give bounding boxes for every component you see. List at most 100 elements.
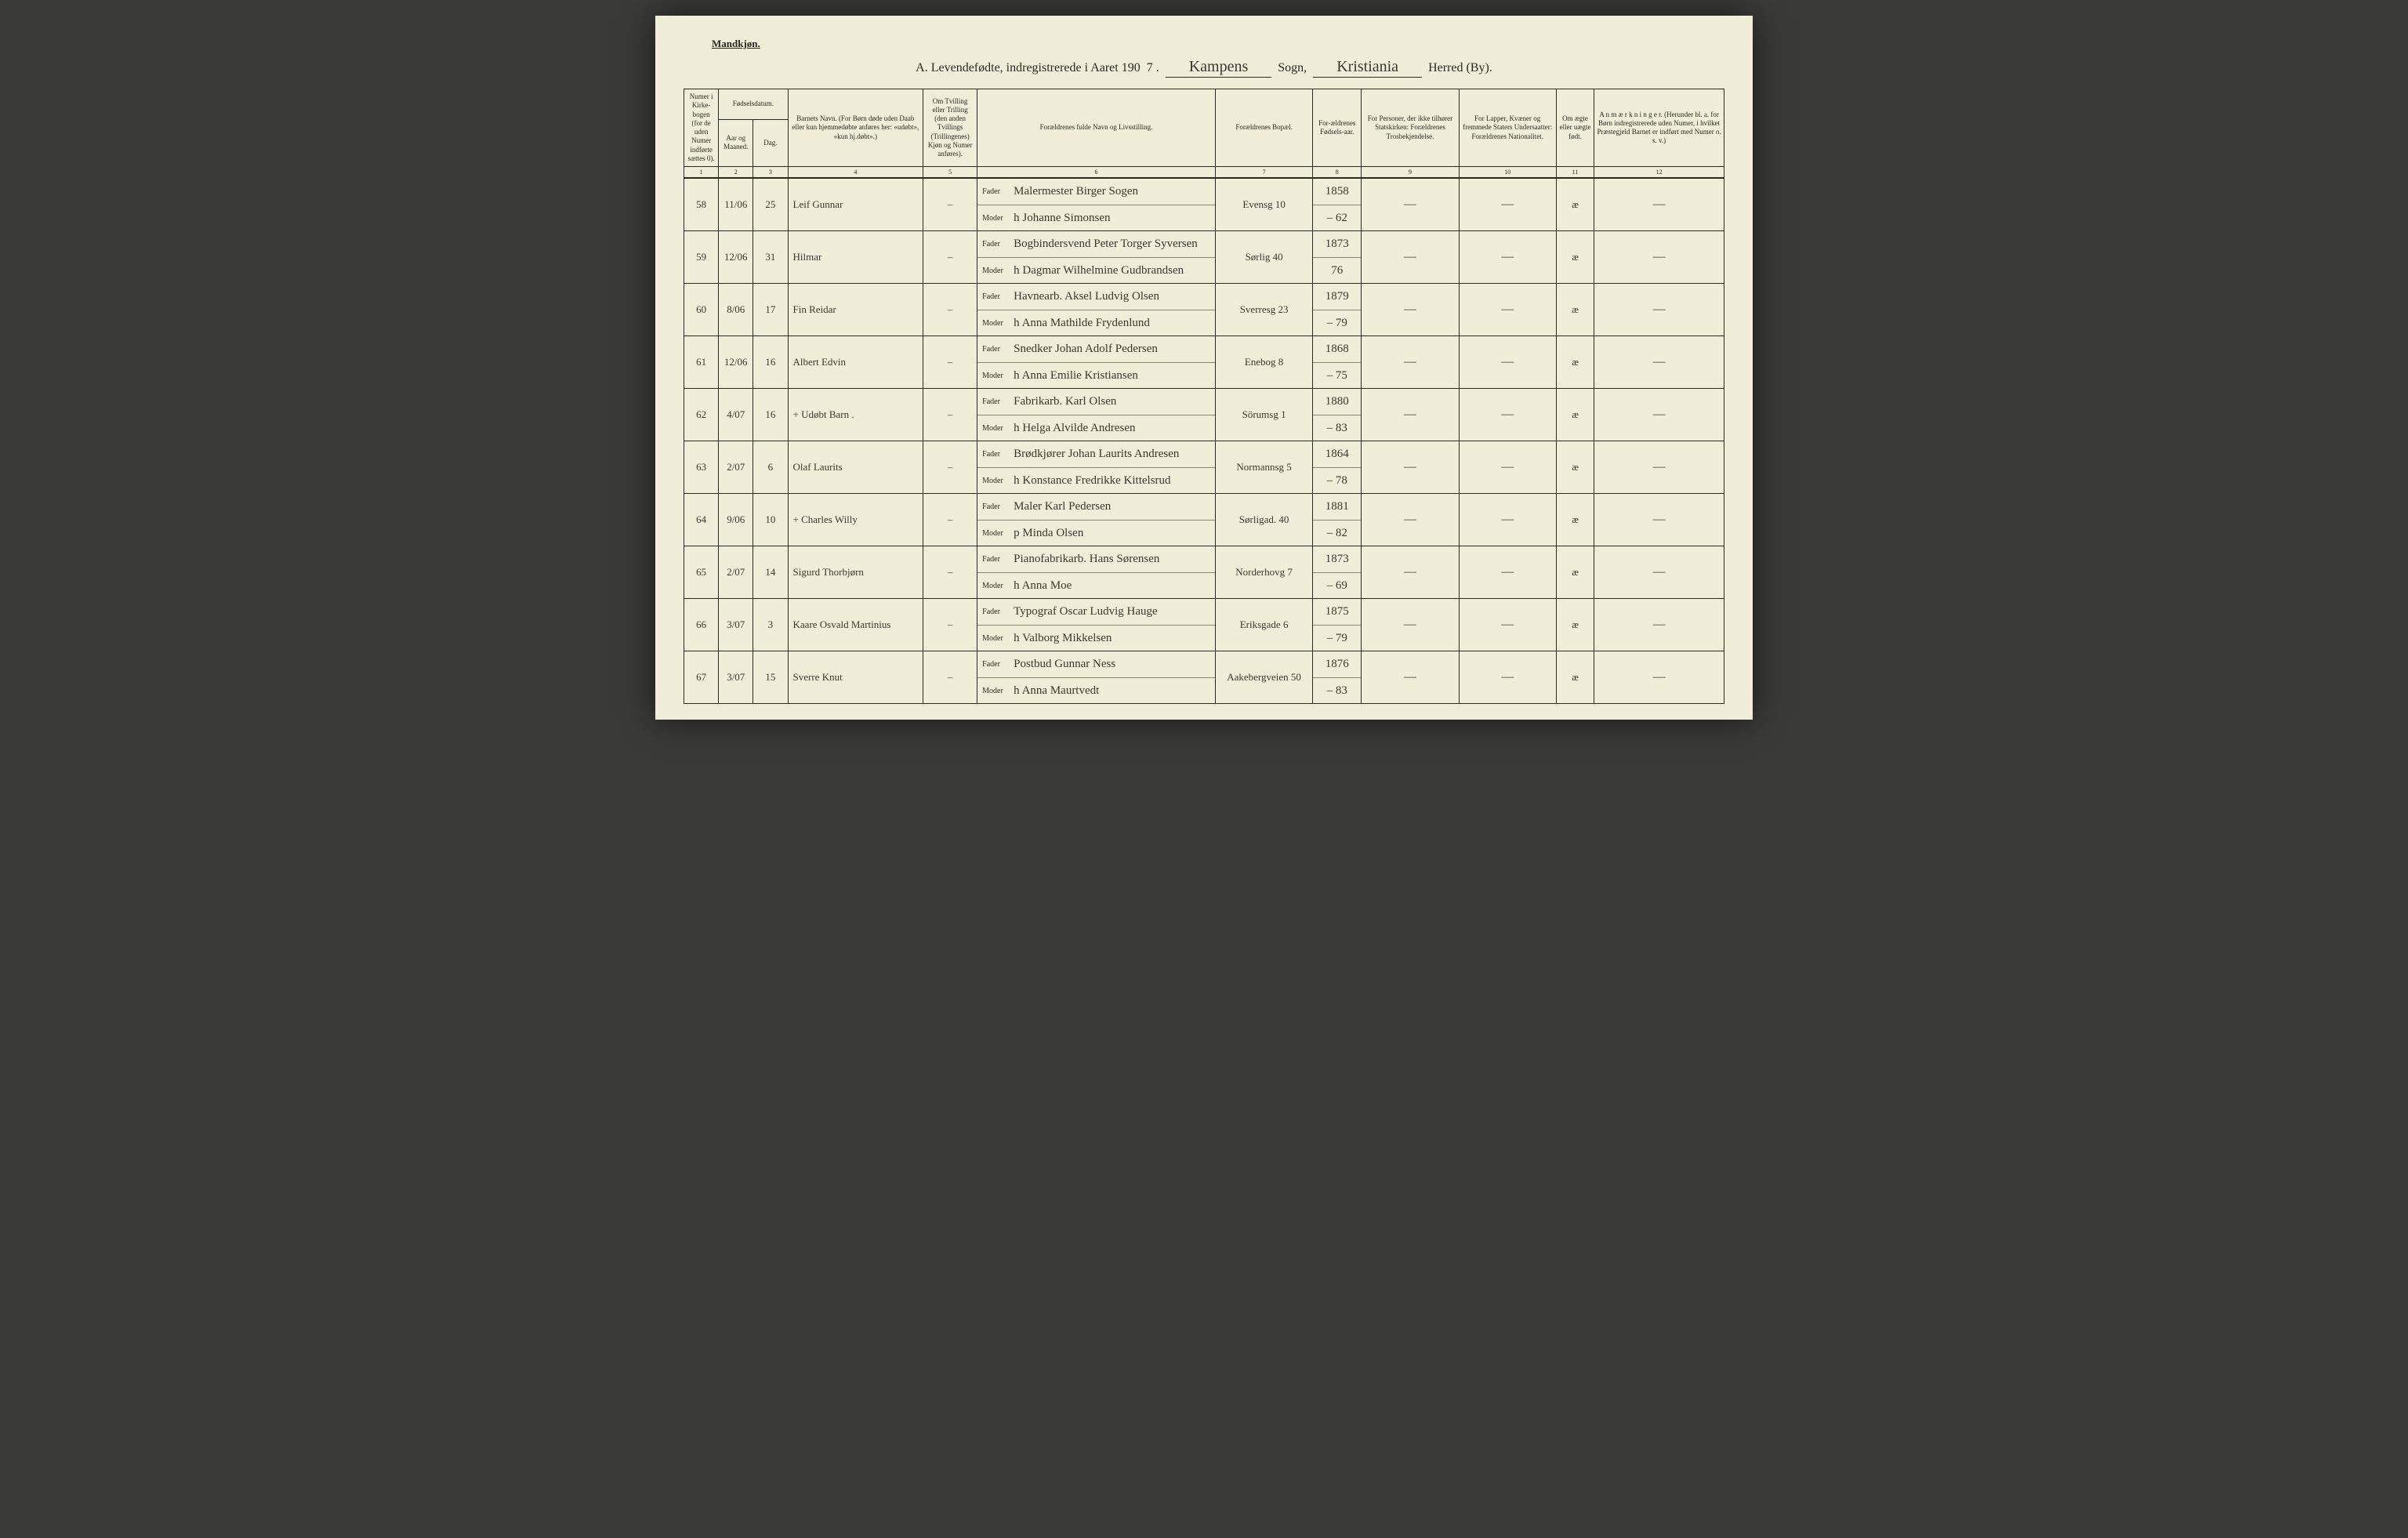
cell-legit: æ (1556, 178, 1594, 231)
cell-remarks (1594, 441, 1724, 494)
cell-num: 63 (684, 441, 719, 494)
cell-parents: Fader Postbud Gunnar Ness Moder h Anna M… (977, 651, 1216, 704)
cell-child-name: Albert Edvin (788, 336, 923, 389)
father-row: Fader Bogbindersvend Peter Torger Syvers… (977, 231, 1215, 257)
cell-faith (1362, 389, 1459, 441)
father-row: Fader Malermester Birger Sogen (977, 179, 1215, 205)
mother-row: Moder h Anna Emilie Kristiansen (977, 362, 1215, 388)
mother-year: – 79 (1313, 625, 1361, 651)
cell-day: 16 (753, 389, 788, 441)
father-label: Fader (982, 555, 1014, 564)
father-year: 1881 (1313, 494, 1361, 520)
cell-day: 6 (753, 441, 788, 494)
col-header-residence: Forældrenes Bopæl. (1215, 89, 1312, 167)
cell-day: 3 (753, 599, 788, 651)
cell-child-name: Leif Gunnar (788, 178, 923, 231)
col-header-legit: Om ægte eller uægte født. (1556, 89, 1594, 167)
cell-twin: – (923, 284, 977, 336)
mother-label: Moder (982, 424, 1014, 433)
cell-parents: Fader Malermester Birger Sogen Moder h J… (977, 178, 1216, 231)
father-name: Typograf Oscar Ludvig Hauge (1014, 605, 1157, 618)
register-table: Numer i Kirke-bogen (for de uden Numer i… (684, 89, 1724, 704)
mother-row: Moder h Johanne Simonsen (977, 205, 1215, 230)
col-header-yearmonth: Aar og Maaned. (719, 119, 753, 166)
father-year: 1864 (1313, 441, 1361, 467)
cell-remarks (1594, 494, 1724, 546)
cell-parent-years: 1875 – 79 (1313, 599, 1362, 651)
father-year: 1876 (1313, 651, 1361, 677)
cell-parents: Fader Fabrikarb. Karl Olsen Moder h Helg… (977, 389, 1216, 441)
mother-label: Moder (982, 372, 1014, 380)
cell-legit: æ (1556, 336, 1594, 389)
colnum: 1 (684, 167, 719, 179)
cell-parent-years: 1879 – 79 (1313, 284, 1362, 336)
mother-label: Moder (982, 267, 1014, 275)
cell-remarks (1594, 389, 1724, 441)
cell-parent-years: 1858 – 62 (1313, 178, 1362, 231)
father-year: 1868 (1313, 336, 1361, 362)
father-name: Pianofabrikarb. Hans Sørensen (1014, 553, 1159, 566)
cell-num: 65 (684, 546, 719, 599)
colnum: 11 (1556, 167, 1594, 179)
cell-num: 58 (684, 178, 719, 231)
mother-year: – 79 (1313, 310, 1361, 336)
father-name: Fabrikarb. Karl Olsen (1014, 395, 1116, 408)
cell-residence: Sørligad. 40 (1215, 494, 1312, 546)
cell-remarks (1594, 178, 1724, 231)
mother-row: Moder h Anna Maurtvedt (977, 677, 1215, 703)
cell-legit: æ (1556, 441, 1594, 494)
cell-nationality (1459, 494, 1556, 546)
mother-label: Moder (982, 634, 1014, 643)
father-label: Fader (982, 292, 1014, 301)
cell-residence: Normannsg 5 (1215, 441, 1312, 494)
cell-child-name: Kaare Osvald Martinius (788, 599, 923, 651)
colnum: 2 (719, 167, 753, 179)
cell-child-name: Hilmar (788, 231, 923, 284)
cell-child-name: Olaf Laurits (788, 441, 923, 494)
father-name: Bogbindersvend Peter Torger Syversen (1014, 238, 1198, 251)
father-row: Fader Havnearb. Aksel Ludvig Olsen (977, 284, 1215, 310)
cell-child-name: Sigurd Thorbjørn (788, 546, 923, 599)
father-name: Maler Karl Pedersen (1014, 500, 1111, 513)
mother-name: h Konstance Fredrikke Kittelsrud (1014, 474, 1170, 488)
mother-label: Moder (982, 319, 1014, 328)
cell-nationality (1459, 441, 1556, 494)
col-header-remarks: A n m æ r k n i n g e r. (Herunder bl. a… (1594, 89, 1724, 167)
cell-nationality (1459, 231, 1556, 284)
cell-child-name: Sverre Knut (788, 651, 923, 704)
mother-year: – 62 (1313, 205, 1361, 230)
father-name: Postbud Gunnar Ness (1014, 658, 1115, 671)
sogn-label: Sogn, (1278, 61, 1307, 75)
cell-num: 60 (684, 284, 719, 336)
cell-nationality (1459, 336, 1556, 389)
table-row: 62 4/07 16 + Udøbt Barn . – Fader Fabrik… (684, 389, 1724, 441)
cell-parent-years: 1873 76 (1313, 231, 1362, 284)
sogn-value: Kampens (1166, 58, 1272, 78)
mother-name: h Anna Moe (1014, 579, 1072, 593)
cell-remarks (1594, 651, 1724, 704)
father-label: Fader (982, 397, 1014, 406)
cell-num: 62 (684, 389, 719, 441)
cell-num: 67 (684, 651, 719, 704)
cell-faith (1362, 599, 1459, 651)
cell-remarks (1594, 599, 1724, 651)
table-row: 61 12/06 16 Albert Edvin – Fader Snedker… (684, 336, 1724, 389)
cell-nationality (1459, 389, 1556, 441)
cell-yearmonth: 11/06 (719, 178, 753, 231)
mother-label: Moder (982, 687, 1014, 695)
cell-faith (1362, 178, 1459, 231)
mother-label: Moder (982, 477, 1014, 485)
cell-twin: – (923, 336, 977, 389)
cell-legit: æ (1556, 284, 1594, 336)
cell-faith (1362, 546, 1459, 599)
cell-faith (1362, 336, 1459, 389)
col-header-twin: Om Tvilling eller Trilling (den anden Tv… (923, 89, 977, 167)
cell-yearmonth: 2/07 (719, 546, 753, 599)
colnum: 3 (753, 167, 788, 179)
cell-child-name: + Udøbt Barn . (788, 389, 923, 441)
father-year: 1858 (1313, 179, 1361, 205)
mother-row: Moder h Konstance Fredrikke Kittelsrud (977, 467, 1215, 493)
table-row: 65 2/07 14 Sigurd Thorbjørn – Fader Pian… (684, 546, 1724, 599)
cell-parent-years: 1881 – 82 (1313, 494, 1362, 546)
colnum: 5 (923, 167, 977, 179)
